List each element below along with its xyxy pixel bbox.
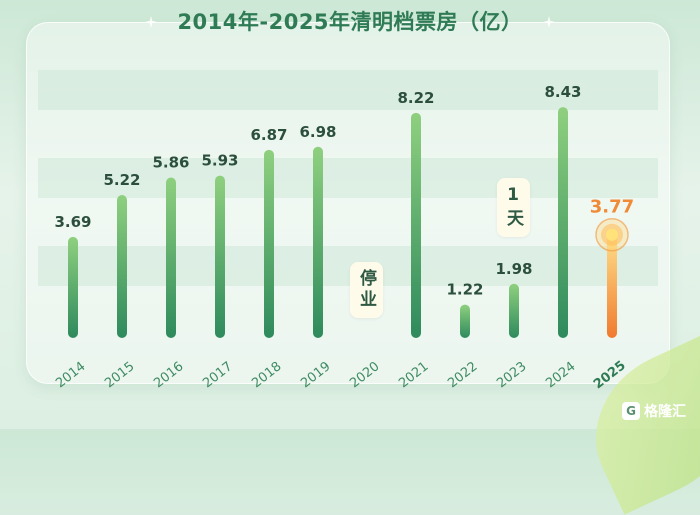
value-label-2015: 5.22 [103,171,140,189]
chart-title: 2014年-2025年清明档票房（亿） [177,10,523,34]
value-label-2014: 3.69 [54,213,91,231]
value-label-2024: 8.43 [544,83,581,101]
watermark: G 格隆汇 [622,401,686,421]
tick-label-2021: 2021 [396,359,431,391]
tick-label-2016: 2016 [151,359,186,391]
value-label-2018: 6.87 [250,126,287,144]
bar-2025 [607,234,617,338]
bar-2017 [215,175,225,338]
value-label-2025: 3.77 [590,197,634,218]
watermark-logo-icon: G [622,402,640,420]
value-label-2016: 5.86 [152,153,189,171]
bar-2022 [460,304,470,338]
bar-2015 [117,195,127,338]
annotation-tag-one-day: 1天 [497,178,530,237]
watermark-text: 格隆汇 [644,404,686,420]
value-label-2017: 5.93 [201,152,238,170]
tick-label-2019: 2019 [298,359,333,391]
bar-2019 [313,146,323,338]
value-label-2023: 1.98 [495,260,532,278]
value-labels: 3.69 5.22 5.86 5.93 6.87 6.98 8.22 1.22 1.98 8.43… [54,83,634,298]
tick-label-2023: 2023 [494,359,529,391]
grid-band [38,158,658,198]
tick-label-2020: 2020 [347,359,382,391]
grid-band [38,70,658,110]
bar-2021 [411,112,421,338]
tick-label-2014: 2014 [53,359,88,391]
value-label-2021: 8.22 [397,89,434,107]
tick-label-2015: 2015 [102,359,137,391]
bar-2016 [166,177,176,338]
bar-2018 [264,149,274,338]
grid-bands [38,70,658,286]
grid-band [38,246,658,286]
tick-label-2018: 2018 [249,359,284,391]
bars [68,107,629,338]
bar-chart: 3.69 5.22 5.86 5.93 6.87 6.98 8.22 1.22 1.98 8.43… [38,70,658,392]
bar-2014 [68,236,78,338]
tick-label-2017: 2017 [200,359,235,391]
value-label-2022: 1.22 [446,281,483,299]
bar-2024 [558,107,568,338]
x-tick-labels: 2014 2015 2016 2017 2018 2019 2020 2021 2022 2023… [53,358,629,392]
highlight-dot [606,228,618,241]
tick-label-2024: 2024 [543,359,578,391]
annotation-tag-closed: 停业 [350,262,383,318]
value-label-2019: 6.98 [299,123,336,141]
tick-label-2022: 2022 [445,359,480,391]
bar-2023 [509,283,519,338]
